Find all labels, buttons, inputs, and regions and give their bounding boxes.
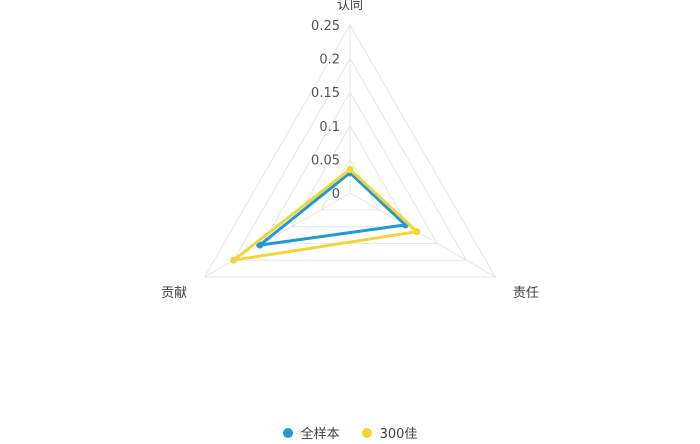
series-1-point-2 [230,256,238,264]
tick-label-4: 0.2 [319,53,340,68]
legend-marker-series-1 [361,427,372,438]
grid-spoke-2 [204,192,351,278]
series-1-point-1 [413,228,421,236]
tick-label-0: 0 [332,187,340,202]
legend-marker-series-0 [282,427,293,438]
legend-item-series-0: 全样本 [282,423,340,442]
legend-label-series-0: 全样本 [300,427,340,442]
category-label-0: 认同 [337,0,363,13]
tick-label-3: 0.15 [311,86,340,101]
radial-tick-labels: 0 0.05 0.1 0.15 0.2 0.25 [311,19,340,202]
series-line-0 [258,171,407,247]
radar-series [230,165,421,264]
grid-spoke-1 [349,192,496,278]
grid-ring-2 [290,124,410,228]
legend: 全样本 300佳 [0,423,700,442]
tick-label-5: 0.25 [311,19,340,34]
series-1-point-0 [346,165,354,173]
tick-label-1: 0.05 [311,153,340,168]
category-label-2: 贡献 [161,286,187,301]
legend-item-series-1: 300佳 [361,423,418,442]
radar-grid [203,24,497,278]
tick-label-2: 0.1 [319,120,340,135]
grid-ring-5 [203,24,497,278]
grid-ring-4 [232,57,468,261]
legend-label-series-1: 300佳 [379,427,418,442]
series-line-1 [232,167,419,262]
category-label-1: 责任 [513,286,539,301]
series-0-point-2 [256,241,264,249]
